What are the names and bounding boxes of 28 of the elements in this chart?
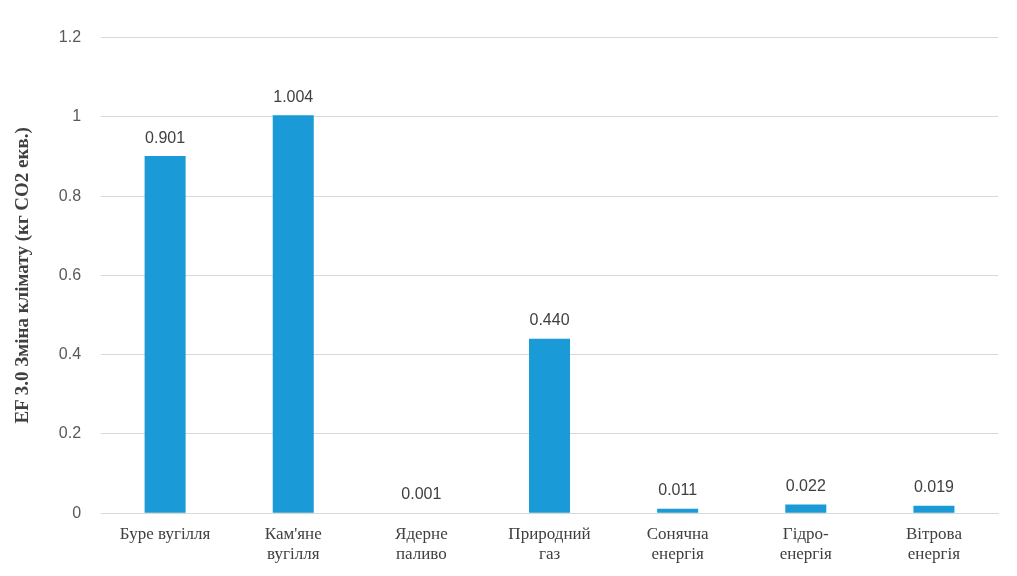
data-label: 0.001 bbox=[401, 485, 442, 503]
x-tick-label: Буре вугілля bbox=[119, 523, 211, 543]
x-tick-label: Гідро-енергія bbox=[779, 523, 833, 564]
data-label: 1.004 bbox=[273, 87, 314, 105]
data-label: 0.901 bbox=[145, 128, 186, 146]
data-label: 0.019 bbox=[913, 478, 955, 496]
y-tick-label: 0.4 bbox=[58, 345, 82, 363]
bar bbox=[785, 504, 827, 513]
x-tick-label: Ядерне паливо bbox=[395, 523, 448, 564]
data-label: 0.011 bbox=[658, 481, 698, 499]
x-tick-label: Сонячна енергія bbox=[646, 523, 710, 564]
y-tick-label: 0.2 bbox=[58, 424, 82, 442]
x-tick-label: Природний газ bbox=[508, 523, 591, 564]
bar bbox=[144, 156, 186, 513]
bar bbox=[913, 505, 955, 513]
y-tick-label: 0 bbox=[72, 503, 82, 521]
y-tick-label: 1.2 bbox=[58, 28, 82, 46]
y-axis-title: EF 3.0 Зміна клімату (кг CO2 екв.) bbox=[11, 127, 34, 424]
y-tick-label: 1 bbox=[72, 107, 82, 125]
x-tick-label: Вітрова енергія bbox=[905, 523, 963, 564]
bar bbox=[657, 508, 699, 513]
y-tick-label: 0.8 bbox=[58, 186, 82, 204]
data-label: 0.022 bbox=[785, 476, 826, 494]
bar bbox=[272, 115, 314, 513]
bar bbox=[529, 338, 571, 513]
y-tick-label: 0.6 bbox=[58, 265, 82, 283]
data-label: 0.440 bbox=[529, 311, 570, 329]
x-tick-label: Кам'яне вугілля bbox=[264, 523, 322, 564]
